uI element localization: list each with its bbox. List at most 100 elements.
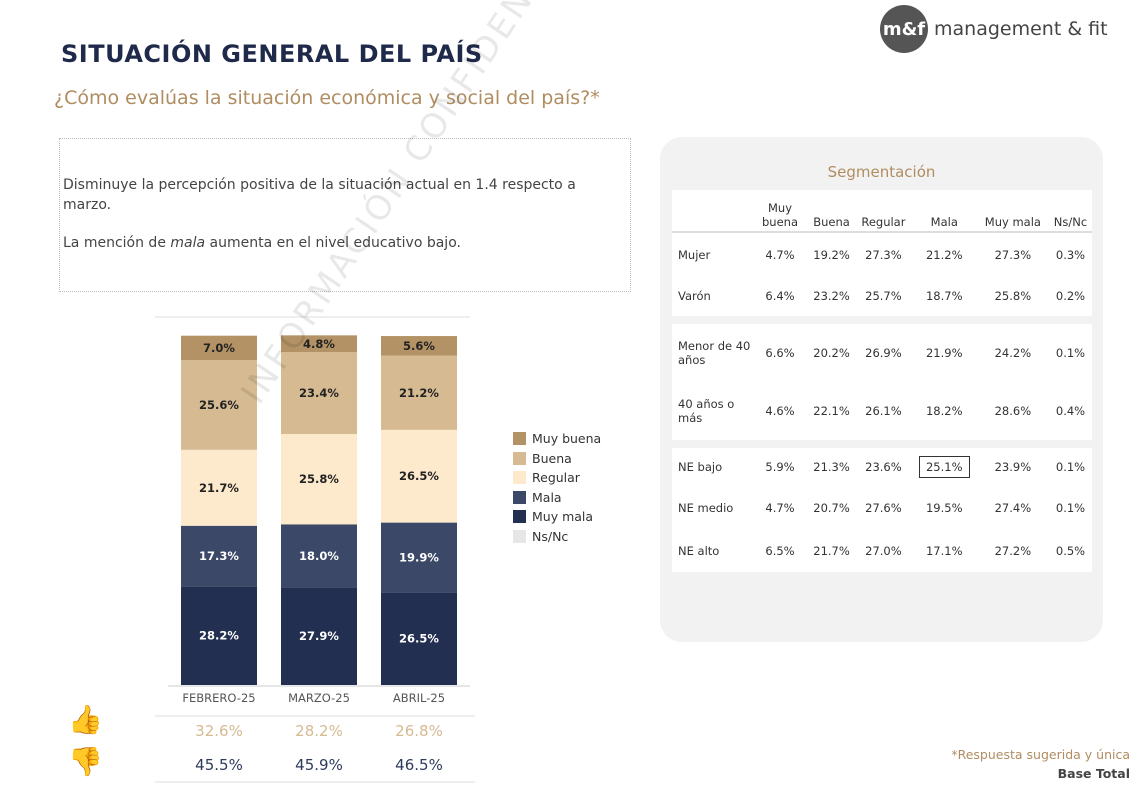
table-cell: 6.4% (752, 276, 808, 320)
thumbs-down-icon: 👎 (68, 745, 103, 778)
thumbs-up-icon: 👍 (68, 703, 103, 736)
logo: m&f management & fit (880, 5, 1108, 53)
segmentation-title: Segmentación (827, 163, 936, 181)
table-cell: 27.2% (976, 529, 1049, 572)
table-cell: 21.3% (808, 440, 856, 486)
legend-item: Ns/Nc (513, 527, 601, 547)
table-cell: 0.4% (1049, 382, 1092, 444)
table-cell: 18.2% (911, 382, 977, 444)
data-label: 17.3% (199, 549, 239, 563)
column-header: Mala (911, 190, 977, 233)
cell-value: 25.8% (994, 289, 1032, 303)
table-cell: 23.9% (976, 440, 1049, 486)
cell-value: 26.9% (865, 346, 902, 360)
table-cell: 27.3% (855, 232, 912, 276)
bar-segment-mala (381, 522, 457, 593)
table-cell: 27.0% (855, 529, 912, 572)
cell-value: 27.3% (994, 247, 1032, 262)
table-cell: 21.9% (911, 316, 977, 382)
table-row: NE medio 4.7% 20.7% 27.6% 19.5% 27.4% 0.1% (672, 486, 1092, 529)
data-label: 27.9% (299, 629, 339, 643)
bar-segment-regular (181, 449, 257, 526)
table-cell: 19.5% (911, 486, 977, 529)
legend-item: Muy mala (513, 507, 601, 527)
negative-total: 45.9% (295, 756, 343, 774)
table-cell: 26.1% (855, 382, 912, 444)
table-cell: 27.3% (976, 232, 1049, 276)
table-cell: 27.6% (855, 486, 912, 529)
bar-segment-muy-buena (181, 335, 257, 361)
row-label: NE medio (672, 486, 752, 529)
table-cell: 0.1% (1049, 486, 1092, 529)
table-cell: 0.5% (1049, 529, 1092, 572)
legend-item: Regular (513, 468, 601, 488)
cell-value: 20.2% (813, 346, 850, 360)
table-cell: 26.9% (855, 316, 912, 382)
bar-segment-muy-mala (181, 586, 257, 685)
positive-total: 32.6% (195, 722, 243, 740)
bar-segment-muy-mala (381, 592, 457, 685)
column-header: Regular (855, 190, 912, 233)
table-cell: 21.7% (808, 529, 856, 572)
bar-segment-regular (381, 429, 457, 523)
cell-value: 6.5% (765, 543, 795, 558)
cell-value: 4.7% (765, 500, 795, 515)
cell-value: 20.7% (813, 500, 850, 515)
legend-label: Buena (532, 450, 572, 466)
negative-total: 45.5% (195, 756, 243, 774)
table-cell: 21.2% (911, 232, 977, 276)
legend-item: Buena (513, 449, 601, 469)
cell-value: 22.1% (813, 404, 850, 418)
table-cell: 4.6% (752, 382, 808, 444)
row-label: NE alto (672, 529, 752, 572)
legend-swatch (513, 510, 526, 524)
cell-value: 6.6% (765, 346, 795, 360)
cell-value: 25.7% (865, 289, 902, 303)
legend-swatch (513, 432, 526, 446)
legend-label: Muy buena (532, 431, 602, 447)
segmentation-panel: Segmentación Muy buena Buena Regular Mala Mu… (660, 137, 1103, 642)
table-cell: 6.5% (752, 529, 808, 572)
cell-value: 0.5% (1055, 543, 1086, 558)
bar-segment-muy-mala (281, 587, 357, 685)
x-tick-label: ABRIL-25 (393, 691, 445, 705)
row-label: NE bajo (672, 440, 752, 486)
data-label: 25.8% (299, 472, 339, 486)
row-label: Menor de 40 años (672, 316, 752, 382)
logo-text: management & fit (934, 18, 1108, 40)
table-cell: 24.2% (976, 316, 1049, 382)
cell-value: 18.2% (925, 404, 963, 418)
insight-1: Disminuye la percepción positiva de la s… (63, 177, 576, 213)
highlighted-value: 25.1% (918, 456, 970, 478)
bar-segment-mala (281, 524, 357, 588)
legend-swatch (513, 451, 526, 465)
negative-total: 46.5% (395, 756, 443, 774)
cell-value: 27.0% (865, 543, 902, 558)
table-cell: 25.1% (911, 440, 977, 486)
cell-value: 23.9% (994, 460, 1032, 474)
bar-segment-regular (281, 434, 357, 525)
legend-item: Muy buena (513, 429, 601, 449)
cell-value: 0.3% (1055, 247, 1086, 262)
table-cell: 4.7% (752, 232, 808, 276)
table-cell: 25.8% (976, 276, 1049, 320)
legend-label: Regular (532, 470, 580, 486)
cell-value: 23.6% (865, 460, 902, 474)
row-label: Mujer (672, 232, 752, 276)
cell-value: 17.1% (925, 543, 963, 558)
table-cell: 20.7% (808, 486, 856, 529)
cell-value: 0.1% (1055, 346, 1086, 360)
column-header: Ns/Nc (1049, 190, 1092, 233)
data-label: 19.9% (399, 550, 439, 564)
cell-value: 28.6% (994, 404, 1032, 418)
cell-value: 24.2% (994, 346, 1032, 360)
insight-2: La mención de mala aumenta en el nivel e… (63, 235, 461, 251)
table-cell: 0.2% (1049, 276, 1092, 320)
cell-value: 21.3% (813, 460, 850, 474)
cell-value: 4.6% (765, 404, 795, 418)
table-row: 40 años o más 4.6% 22.1% 26.1% 18.2% 28.6% 0.4… (672, 382, 1092, 444)
row-label: 40 años o más (672, 382, 752, 444)
table-cell: 20.2% (808, 316, 856, 382)
table-cell: 17.1% (911, 529, 977, 572)
data-label: 18.0% (299, 549, 339, 563)
